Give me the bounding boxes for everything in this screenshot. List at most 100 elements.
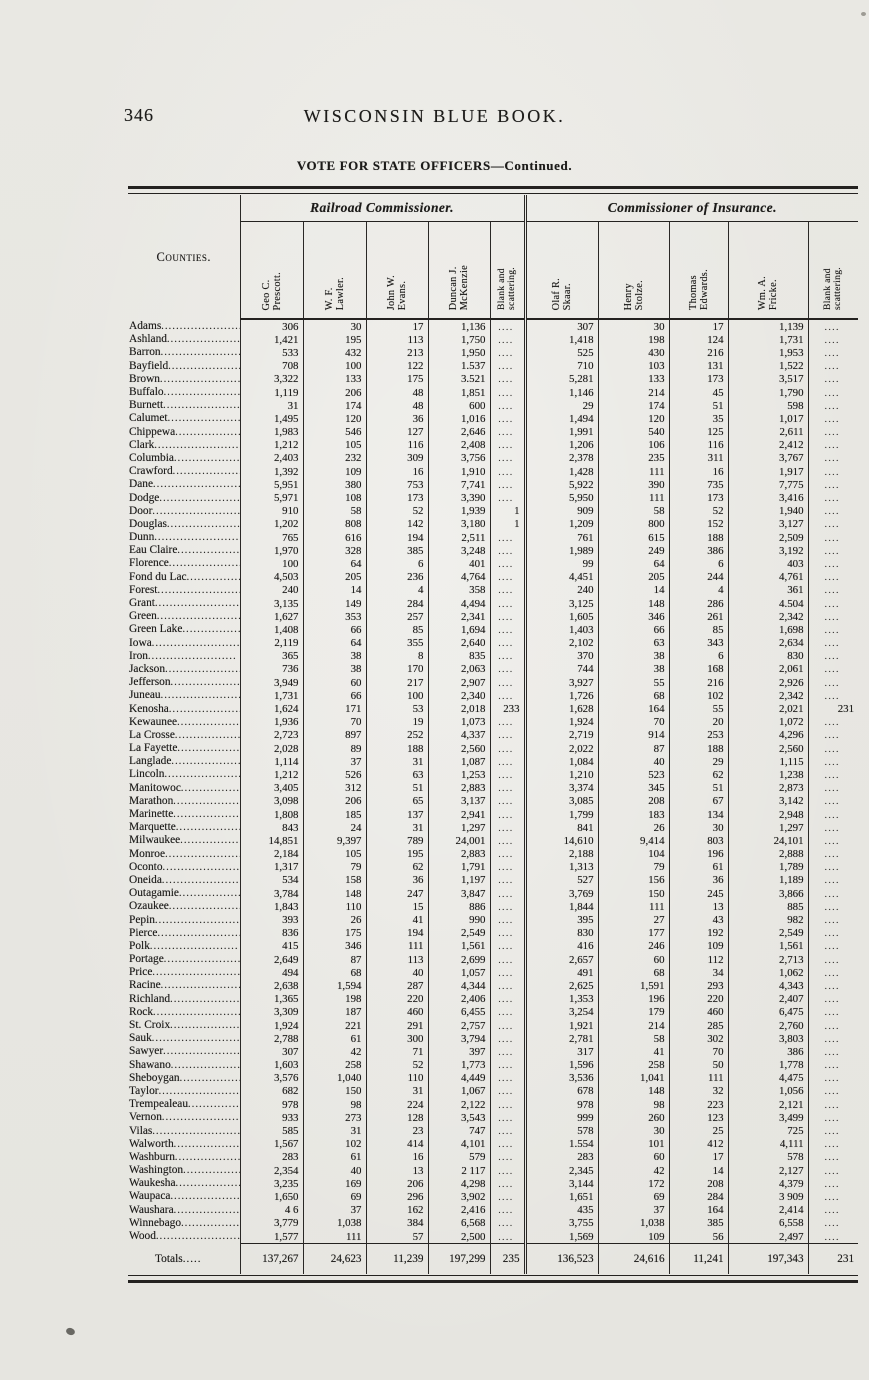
vote-value: 287 [365, 979, 428, 993]
vote-value: 1,808 [239, 807, 303, 822]
dot-leader [165, 849, 240, 860]
table-row: Manitowoc 3,405 312 51 2,883 .... 3,374 … [128, 781, 859, 795]
vote-value: .... [489, 372, 526, 386]
vote-value: 1,778 [727, 1058, 809, 1072]
vote-value: 540 [597, 425, 670, 439]
county-name: Marinette [129, 808, 174, 821]
vote-value: .... [807, 544, 859, 558]
vote-value: 53 [365, 702, 428, 716]
vote-value: 1,495 [239, 412, 303, 426]
table-row: Pierce 836 175 194 2,549 .... 830 177 19… [128, 926, 859, 940]
dot-leader [179, 888, 240, 899]
vote-value: .... [807, 939, 859, 953]
vote-value: 914 [597, 728, 670, 742]
vote-value: 38 [597, 662, 670, 677]
county-cell: Lincoln [128, 768, 240, 781]
vote-value: .... [807, 517, 859, 531]
table-row: Columbia 2,403 232 309 3,756 .... 2,378 … [128, 451, 859, 466]
vote-value: .... [807, 821, 859, 835]
county-cell: Portage [128, 953, 240, 966]
vote-value: 1,313 [523, 860, 599, 874]
vote-value: .... [807, 319, 859, 334]
vote-value: 236 [365, 570, 428, 584]
vote-value: .... [489, 662, 526, 677]
vote-value: .... [807, 1098, 859, 1112]
vote-value: 1,731 [239, 689, 303, 703]
vote-value: 102 [668, 689, 729, 703]
county-cell: Washburn [128, 1151, 240, 1164]
vote-value: 533 [239, 346, 303, 360]
vote-value: 188 [365, 742, 428, 756]
vote-value: 85 [365, 623, 428, 637]
dot-leader [155, 915, 240, 926]
vote-value: 4,503 [239, 570, 303, 584]
vote-value: .... [489, 359, 526, 373]
vote-value: 346 [597, 610, 670, 624]
vote-value: .... [807, 412, 859, 426]
vote-value: 34 [668, 966, 729, 980]
county-cell: Marquette [128, 821, 240, 834]
table-row: La Fayette 2,028 89 188 2,560 .... 2,022… [128, 742, 859, 756]
vote-value: .... [807, 425, 859, 439]
vote-value: 110 [365, 1071, 428, 1085]
vote-value: 70 [302, 715, 366, 729]
vote-value: .... [489, 451, 526, 466]
county-name: Portage [129, 953, 164, 966]
vote-value: 31 [239, 399, 303, 413]
vote-value: 432 [302, 346, 366, 360]
vote-value: .... [807, 596, 859, 611]
county-cell: Polk [128, 940, 240, 953]
vote-value: 3,135 [239, 596, 303, 611]
vote-value: 2,788 [239, 1032, 303, 1046]
vote-value: 106 [597, 438, 670, 452]
vote-value: 2,497 [727, 1229, 809, 1244]
vote-value: 231 [807, 702, 859, 716]
vote-value: 1,698 [727, 623, 809, 637]
vote-value: 51 [668, 781, 729, 795]
dot-leader [154, 532, 240, 543]
county-name: Washington [129, 1164, 184, 1177]
dot-leader [152, 1033, 240, 1044]
vote-value: 55 [668, 702, 729, 716]
county-cell: Trempealeau [128, 1098, 240, 1111]
vote-value: .... [489, 596, 526, 611]
vote-value: .... [489, 676, 526, 690]
vote-value: .... [489, 438, 526, 452]
vote-value: 843 [239, 821, 303, 835]
county-cell: La Crosse [128, 729, 240, 742]
vote-value: 3,784 [239, 887, 303, 901]
vote-value: .... [489, 847, 526, 861]
page-number: 346 [124, 105, 154, 125]
vote-value: .... [807, 557, 859, 571]
county-name: Buffalo [129, 386, 164, 399]
column-header-stolze: Henry Stolze. [597, 221, 670, 320]
vote-value: 2,657 [523, 953, 599, 967]
vote-value: 1,924 [523, 715, 599, 729]
vote-value: 273 [302, 1111, 366, 1125]
vote-value: 30 [597, 1124, 670, 1138]
vote-value: 48 [365, 399, 428, 413]
column-header-prescott: Geo C. Prescott. [239, 221, 303, 320]
column-header-edwards: Thomas Edwards. [668, 221, 729, 320]
vote-value: 261 [668, 610, 729, 624]
vote-value: 1,694 [427, 623, 490, 637]
vote-value: 1,212 [239, 438, 303, 452]
vote-value: 2,649 [239, 953, 303, 967]
totals-row: Totals 137,267 24,623 11,239 197,299 235… [128, 1243, 859, 1275]
county-name: Manitowoc [129, 781, 181, 794]
county-cell: La Fayette [128, 742, 240, 755]
vote-value: .... [489, 333, 526, 347]
vote-value: .... [489, 953, 526, 967]
vote-value: 38 [302, 662, 366, 677]
county-name: Eau Claire [129, 544, 178, 557]
vote-value: 312 [302, 781, 366, 795]
county-name: Richland [129, 992, 171, 1005]
vote-value: 24 [302, 821, 366, 835]
vote-value: 1,577 [239, 1229, 303, 1244]
vote-value: .... [807, 1058, 859, 1072]
vote-value: 133 [302, 372, 366, 386]
dot-leader [152, 1126, 240, 1137]
vote-value: 110 [302, 900, 366, 914]
vote-value: .... [807, 623, 859, 637]
vote-value: 253 [668, 728, 729, 742]
